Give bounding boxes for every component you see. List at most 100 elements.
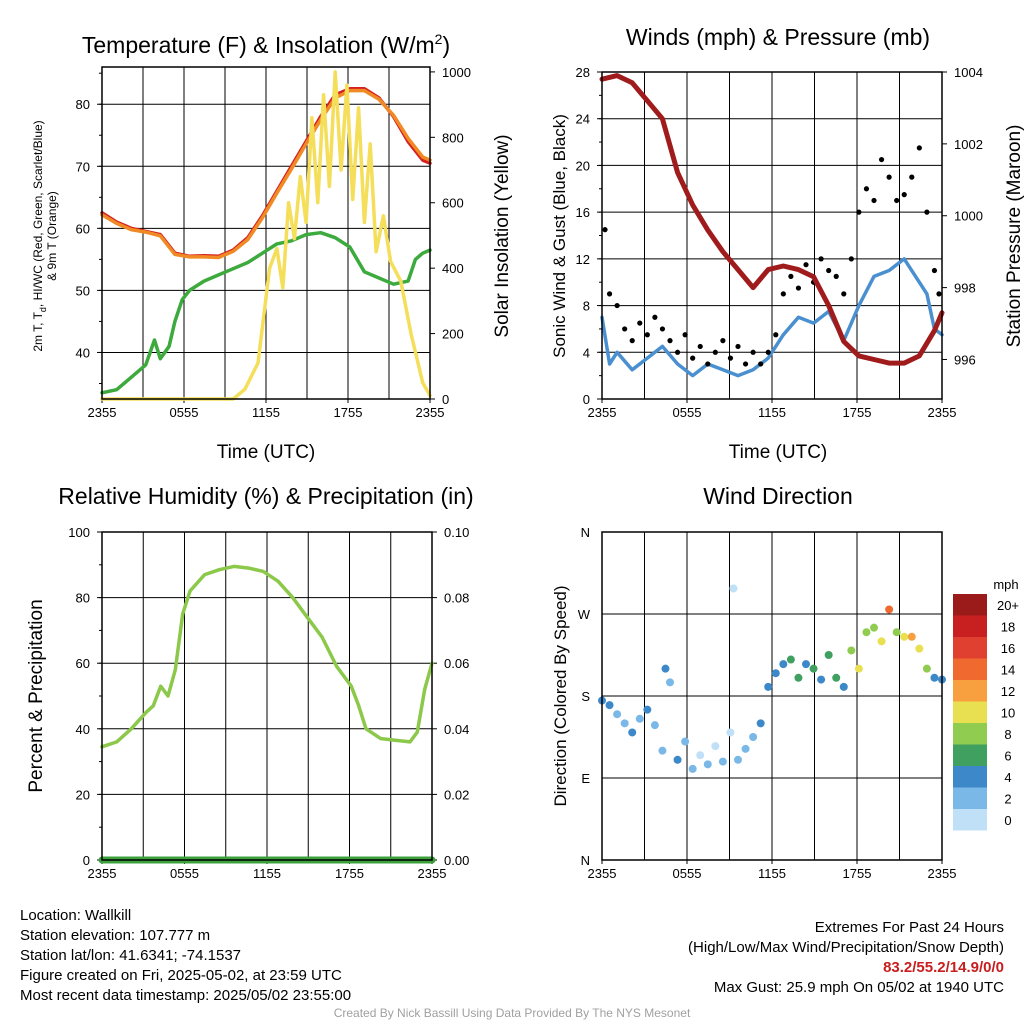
gust-point xyxy=(659,326,666,332)
series-line xyxy=(100,230,432,395)
credit-text: Created By Nick Bassill Using Data Provi… xyxy=(333,1006,691,1020)
x-tick-label: 2355 xyxy=(588,405,617,420)
wind-direction-point xyxy=(786,655,795,664)
wind-direction-point xyxy=(658,746,667,755)
x-tick-label: 2355 xyxy=(928,866,957,881)
wind-direction-point xyxy=(749,733,758,741)
legend-label: 6 xyxy=(1004,749,1011,764)
x-tick-label: 2355 xyxy=(416,405,445,420)
legend-label: 20+ xyxy=(997,598,1019,613)
extremes-values: 83.2/55.2/14.9/0/0 xyxy=(883,959,1004,976)
y-tick-label: 60 xyxy=(76,656,90,671)
x-tick-label: 1155 xyxy=(758,866,786,881)
gust-point xyxy=(667,338,673,344)
legend-swatch xyxy=(953,744,987,766)
humidity-precip-panel: Relative Humidity (%) & Precipitation (i… xyxy=(26,483,474,881)
wind-direction-point xyxy=(809,664,818,673)
x-tick-label: 2355 xyxy=(928,405,957,420)
wind-direction-point xyxy=(718,757,727,766)
gust-point xyxy=(909,174,915,180)
y-tick-label: W xyxy=(578,607,591,622)
x-tick-label: 0555 xyxy=(170,866,199,881)
wind-direction-point xyxy=(628,728,637,737)
x-tick-label: 2355 xyxy=(88,405,117,420)
gust-point xyxy=(735,343,741,350)
gust-point xyxy=(637,320,643,326)
y-right-tick-label: 0.04 xyxy=(444,722,469,737)
y-right-tick-label: 200 xyxy=(442,327,464,342)
y-tick-label: 0 xyxy=(83,853,90,868)
gust-point xyxy=(614,302,620,309)
gust-point xyxy=(894,197,900,204)
temperature-panel: Temperature (F) & Insolation (W/m2) 2355… xyxy=(31,31,513,463)
y-right-tick-label: 1004 xyxy=(954,65,983,80)
x-tick-label: 1155 xyxy=(758,405,786,420)
gust-point xyxy=(644,332,650,338)
y-tick-label: N xyxy=(581,853,590,868)
extremes-title: Extremes For Past 24 Hours xyxy=(814,919,1004,936)
legend-swatch xyxy=(953,680,987,702)
y-tick-label: 70 xyxy=(76,159,90,174)
y-tick-label: 16 xyxy=(576,205,590,220)
legend-swatch xyxy=(953,615,987,637)
y-tick-label: E xyxy=(581,771,590,786)
temperature-panel-title: Temperature (F) & Insolation (W/m2) xyxy=(82,31,450,58)
wind-direction-point xyxy=(824,651,833,659)
x-tick-label: 0555 xyxy=(673,866,702,881)
wind-direction-point xyxy=(930,673,939,682)
winds-panel-ylabel-right: Station Pressure (Maroon) xyxy=(1004,125,1024,348)
wind-direction-panel-ylabel: Direction (Colored By Speed) xyxy=(551,585,570,806)
plot-frame xyxy=(101,66,431,400)
y-tick-label: 80 xyxy=(76,591,90,606)
legend-label: 14 xyxy=(1001,663,1015,678)
gust-point xyxy=(690,355,696,361)
legend-swatch xyxy=(953,787,987,809)
gust-point xyxy=(606,291,613,297)
gust-point xyxy=(856,209,862,215)
y-tick-label: 20 xyxy=(76,787,90,802)
y-right-tick-label: 0.10 xyxy=(444,525,469,540)
legend-swatch xyxy=(953,766,987,788)
x-tick-label: 1755 xyxy=(334,405,363,420)
gust-point xyxy=(697,343,703,350)
gust-point xyxy=(720,338,726,344)
wind-direction-point xyxy=(877,637,886,646)
y-tick-label: 50 xyxy=(76,283,90,298)
gust-point xyxy=(878,156,885,163)
legend-label: 8 xyxy=(1004,727,1011,742)
gust-point xyxy=(916,145,922,151)
y-right-tick-label: 996 xyxy=(954,352,976,367)
wind-direction-point xyxy=(688,764,697,773)
gust-point xyxy=(758,361,764,367)
location-text: Location: Wallkill xyxy=(20,907,132,924)
gust-point xyxy=(841,291,847,297)
x-tick-label: 2355 xyxy=(88,866,117,881)
gust-point xyxy=(742,361,749,367)
gust-point xyxy=(727,355,734,361)
wind-direction-point xyxy=(779,660,788,669)
y-tick-label: S xyxy=(581,689,590,704)
gust-point xyxy=(602,227,608,233)
gust-point xyxy=(826,267,832,274)
gust-point xyxy=(773,332,779,338)
wind-direction-point xyxy=(764,682,773,691)
wind-direction-point xyxy=(741,744,750,753)
series-line xyxy=(100,564,434,749)
wind-direction-point xyxy=(900,632,909,641)
y-tick-label: 8 xyxy=(583,299,590,314)
gust-point xyxy=(705,361,711,367)
wind-direction-point xyxy=(681,737,690,746)
gust-point xyxy=(765,349,771,355)
legend-swatch xyxy=(953,637,987,659)
gust-point xyxy=(652,314,658,320)
extremes-subtitle: (High/Low/Max Wind/Precipitation/Snow De… xyxy=(688,939,1004,956)
wind-direction-point xyxy=(832,673,841,682)
series-line xyxy=(100,70,432,401)
gust-point xyxy=(833,273,839,279)
wind-direction-point xyxy=(635,714,644,723)
y-right-tick-label: 0.00 xyxy=(444,853,469,868)
y-right-tick-label: 0.02 xyxy=(444,787,469,802)
wind-direction-point xyxy=(854,664,863,673)
temperature-panel-ylabel-line2: & 9m T (Orange) xyxy=(45,191,59,281)
